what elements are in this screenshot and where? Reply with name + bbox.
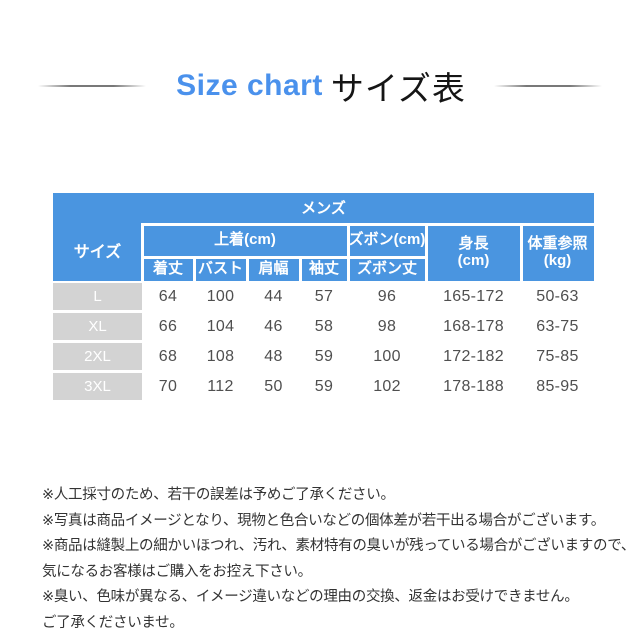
row-size-label: 2XL [53,343,142,370]
header-weight-line2: (kg) [543,252,572,269]
row-size-label: XL [53,313,142,340]
divider [520,223,523,281]
page-title: Size chart サイズ表 [0,60,640,112]
cell-pants-length: 100 [373,347,401,365]
cell-pants-length: 102 [373,377,401,395]
cell-sleeve: 58 [314,317,334,335]
title-right-rule [493,85,602,87]
header-tops-group: 上着(cm) [214,231,276,248]
cell-length: 70 [158,377,178,395]
note-line: 気になるお客様はご購入をお控え下さい。 [42,563,312,580]
cell-shoulder: 44 [264,287,283,305]
header-pants-length: ズボン丈 [356,260,417,277]
cell-sleeve: 57 [314,287,334,305]
cell-length: 66 [158,317,178,335]
note-line: ※臭い、色味が異なる、イメージ違いなどの理由の交換、返金はお受けできません。 [42,589,579,605]
cell-length: 68 [158,347,178,365]
cell-weight: 63-75 [536,317,579,335]
title-english: Size chart [176,69,323,102]
header-size-col: サイズ [73,243,122,261]
size-table-header: メンズ サイズ 上着(cm) ズボン(cm) 着丈 バスト 肩幅 袖丈 ズボン丈… [53,193,594,281]
size-table-body: L 64 100 44 57 96 165-172 50-63 XL 66 10… [53,283,594,400]
header-gender: メンズ [301,199,346,217]
header-shoulder: 肩幅 [258,260,289,277]
cell-shoulder: 50 [264,377,283,395]
cell-sleeve: 59 [314,377,334,395]
header-length: 着丈 [152,260,183,277]
divider [142,256,426,259]
cell-height: 178-188 [443,377,504,395]
divider [299,259,302,281]
note-line: ※写真は商品イメージとなり、現物と色合いなどの個体差が若干出る場合がございます。 [42,512,605,529]
cell-pants-length: 96 [377,287,397,305]
cell-shoulder: 48 [264,347,283,365]
header-sleeve: 袖丈 [308,260,339,277]
cell-pants-length: 98 [377,317,397,335]
title-left-rule [38,85,147,87]
header-pants-group: ズボン(cm) [348,231,426,248]
cell-height: 165-172 [443,287,504,305]
cell-bust: 100 [206,287,235,305]
cell-sleeve: 59 [314,347,334,365]
note-line: ※人工採寸のため、若干の誤差は予めご了承ください。 [42,487,395,503]
header-weight-line1: 体重参照 [527,235,588,252]
cell-length: 64 [158,287,178,305]
divider [425,223,428,281]
divider [246,259,249,281]
row-size-label: 3XL [53,373,142,400]
cell-bust: 112 [207,377,234,395]
divider [142,223,594,226]
header-height: 身長 (cm) [426,223,521,281]
cell-height: 168-178 [443,317,504,335]
divider [141,223,144,281]
row-size-label: L [53,283,142,310]
cell-bust: 104 [206,317,235,335]
divider [193,259,196,281]
divider [347,223,350,281]
cell-weight: 75-85 [536,347,579,365]
cell-weight: 50-63 [536,287,579,305]
header-bust: バスト [197,260,243,277]
header-height-line2: (cm) [457,252,490,269]
header-weight: 体重参照 (kg) [521,223,594,281]
header-height-line1: 身長 [458,235,489,252]
cell-weight: 85-95 [536,377,579,395]
note-line: ご了承くださいませ。 [42,614,184,631]
title-japanese: サイズ表 [330,70,466,107]
cell-height: 172-182 [443,347,504,365]
cell-shoulder: 46 [264,317,283,335]
note-line: ※商品は縫製上の細かいほつれ、汚れ、素材特有の臭いが残っている場合がございますの… [42,538,636,554]
disclaimer-notes: ※人工採寸のため、若干の誤差は予めご了承ください。 ※写真は商品イメージとなり、… [42,483,638,636]
cell-bust: 108 [206,347,235,365]
